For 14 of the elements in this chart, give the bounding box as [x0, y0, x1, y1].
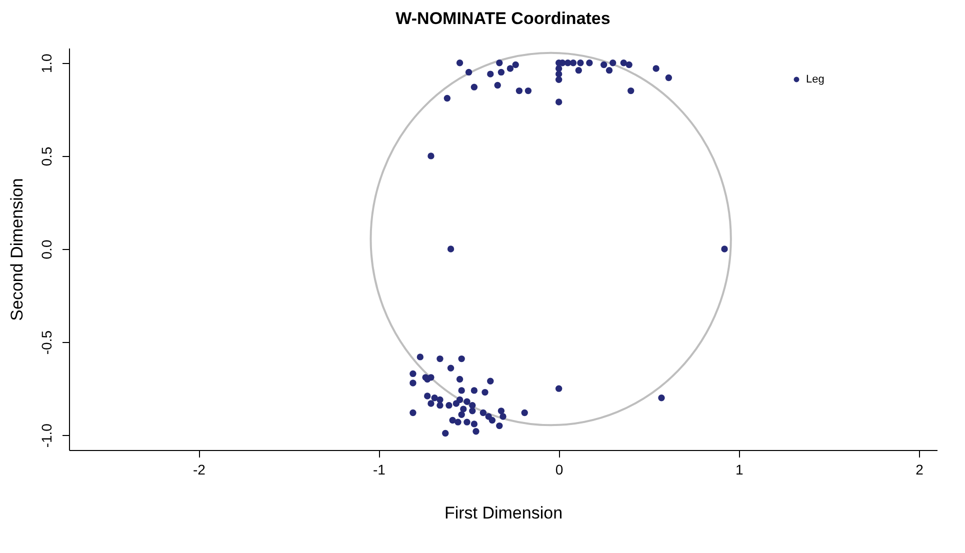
y-tick-label: -0.5	[38, 330, 54, 355]
x-tick-label: -1	[373, 462, 386, 478]
y-tick-label: -1.0	[38, 423, 54, 448]
y-tick-label: 1.0	[38, 53, 54, 74]
x-tick-label: 1	[736, 462, 744, 478]
y-tick-label: 0.0	[38, 240, 54, 260]
x-tick-label: 2	[916, 462, 924, 478]
legend-label: Leg	[806, 74, 824, 86]
chart-title: W-NOMINATE Coordinates	[396, 9, 610, 28]
y-tick-label: 0.5	[38, 146, 54, 166]
x-tick-label: 0	[555, 462, 564, 478]
y-axis-title: Second Dimension	[8, 178, 26, 321]
x-axis-title: First Dimension	[444, 504, 563, 522]
x-tick-label: -2	[192, 462, 206, 478]
